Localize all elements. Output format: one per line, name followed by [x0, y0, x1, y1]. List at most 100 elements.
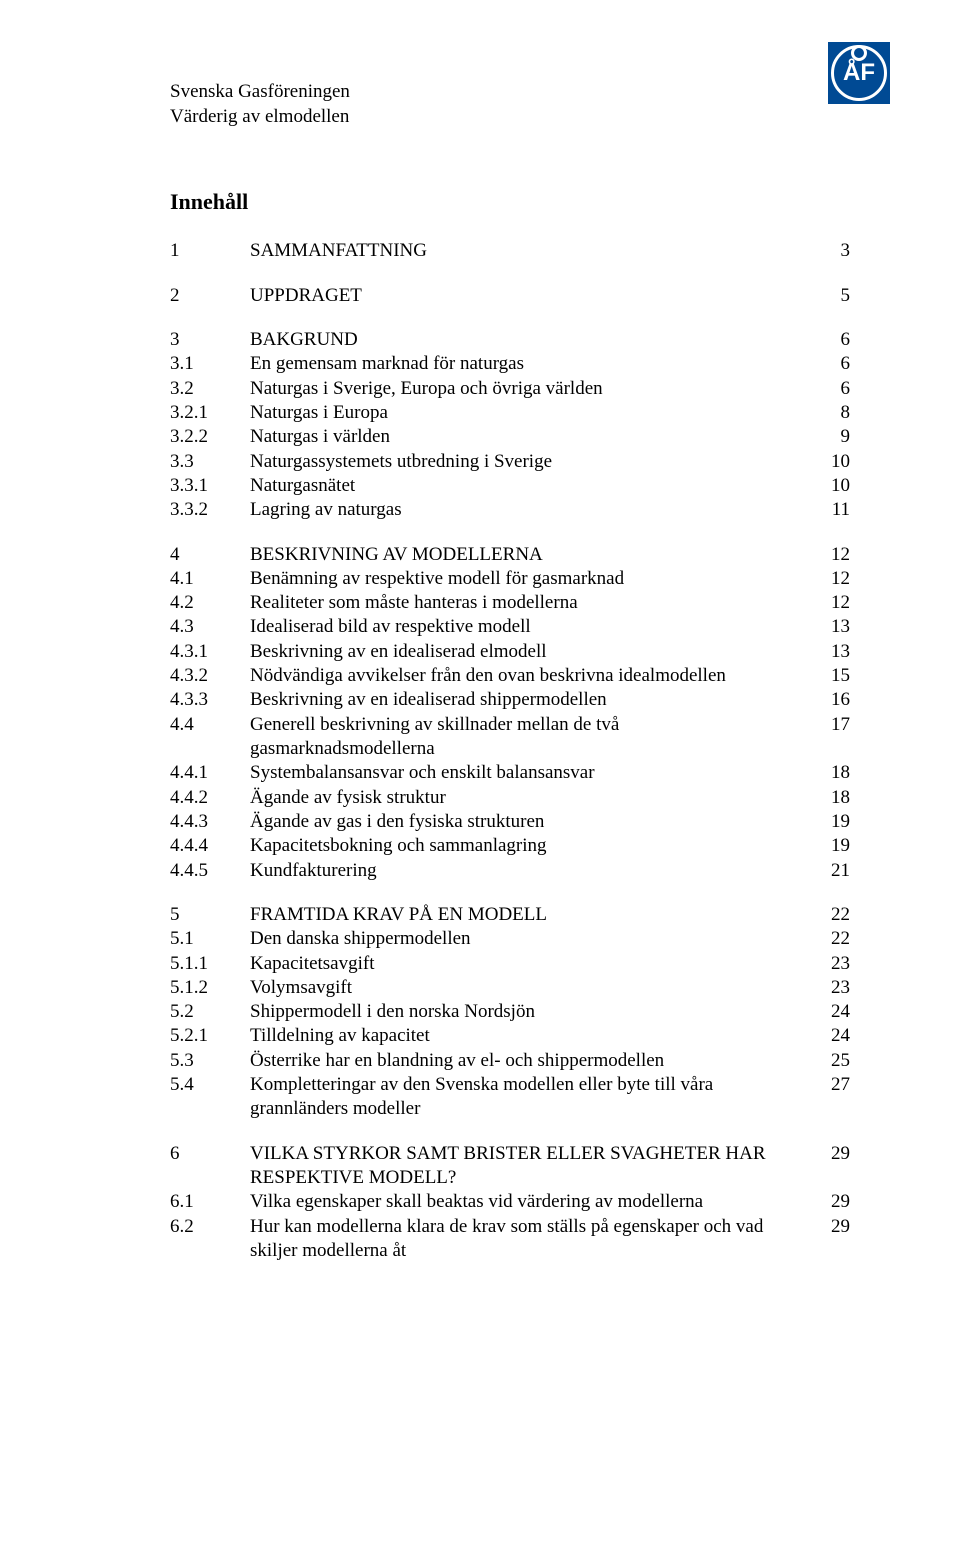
toc-row: 3.2.1Naturgas i Europa8: [170, 401, 850, 425]
toc-row: 5.3Österrike har en blandning av el- och…: [170, 1049, 850, 1073]
toc-page-number: 12: [814, 591, 850, 615]
toc-section-number: 4.4.3: [170, 810, 250, 834]
toc-row: 3.1En gemensam marknad för naturgas6: [170, 352, 850, 376]
toc-row: 4.3.3Beskrivning av en idealiserad shipp…: [170, 688, 850, 712]
toc-section-number: 3: [170, 328, 250, 352]
toc-page-number: 29: [814, 1215, 850, 1264]
toc-spacer: [170, 883, 850, 903]
toc-row: 4.4.2Ägande av fysisk struktur18: [170, 786, 850, 810]
toc-section-label: Hur kan modellerna klara de krav som stä…: [250, 1215, 814, 1264]
toc-section-number: 6.2: [170, 1215, 250, 1264]
toc-section-number: 5.1.1: [170, 952, 250, 976]
toc-section-label: Idealiserad bild av respektive modell: [250, 615, 814, 639]
toc-spacer: [170, 308, 850, 328]
toc-section-label: En gemensam marknad för naturgas: [250, 352, 814, 376]
toc-page-number: 25: [814, 1049, 850, 1073]
toc-section-number: 3.2.1: [170, 401, 250, 425]
toc-page-number: 29: [814, 1190, 850, 1214]
toc-row: 5.2Shippermodell i den norska Nordsjön24: [170, 1000, 850, 1024]
toc-section-label: Kompletteringar av den Svenska modellen …: [250, 1073, 814, 1122]
toc-section-label: Beskrivning av en idealiserad elmodell: [250, 640, 814, 664]
toc-section-label: Kapacitetsbokning och sammanlagring: [250, 834, 814, 858]
header-subtitle: Värderig av elmodellen: [170, 105, 850, 130]
toc-section-number: 3.2.2: [170, 425, 250, 449]
toc-page-number: 22: [814, 927, 850, 951]
toc-page-number: 19: [814, 810, 850, 834]
toc-page-number: 18: [814, 786, 850, 810]
company-logo: ÅF: [828, 42, 890, 104]
toc-section-label: Österrike har en blandning av el- och sh…: [250, 1049, 814, 1073]
toc-section-number: 3.3: [170, 450, 250, 474]
toc-page-number: 10: [814, 474, 850, 498]
toc-section-label: BESKRIVNING AV MODELLERNA: [250, 543, 814, 567]
toc-row: 1SAMMANFATTNING3: [170, 239, 850, 263]
toc-row: 5.1.2Volymsavgift23: [170, 976, 850, 1000]
toc-page-number: 5: [814, 284, 850, 308]
toc-row: 5.4Kompletteringar av den Svenska modell…: [170, 1073, 850, 1122]
toc-page-number: 24: [814, 1000, 850, 1024]
table-of-contents: 1SAMMANFATTNING32UPPDRAGET53BAKGRUND63.1…: [170, 239, 850, 1263]
toc-row: 4.4.5Kundfakturering21: [170, 859, 850, 883]
document-header: Svenska Gasföreningen 1 Värderig av elmo…: [170, 80, 850, 129]
toc-row: 5FRAMTIDA KRAV PÅ EN MODELL22: [170, 903, 850, 927]
toc-section-label: SAMMANFATTNING: [250, 239, 814, 263]
toc-row: 3.3.1Naturgasnätet10: [170, 474, 850, 498]
toc-section-label: Volymsavgift: [250, 976, 814, 1000]
toc-row: 3.2.2Naturgas i världen9: [170, 425, 850, 449]
toc-section-label: Den danska shippermodellen: [250, 927, 814, 951]
toc-section-label: Realiteter som måste hanteras i modeller…: [250, 591, 814, 615]
logo-letters: ÅF: [831, 45, 887, 101]
toc-section-number: 5: [170, 903, 250, 927]
toc-section-number: 6.1: [170, 1190, 250, 1214]
toc-row: 4BESKRIVNING AV MODELLERNA12: [170, 543, 850, 567]
toc-section-number: 1: [170, 239, 250, 263]
toc-spacer: [170, 1122, 850, 1142]
toc-spacer: [170, 264, 850, 284]
toc-section-number: 4.3.3: [170, 688, 250, 712]
toc-row: 4.2Realiteter som måste hanteras i model…: [170, 591, 850, 615]
toc-page-number: 29: [814, 1142, 850, 1191]
toc-page-number: 6: [814, 377, 850, 401]
toc-section-number: 4.4.2: [170, 786, 250, 810]
toc-section-label: Naturgas i Sverige, Europa och övriga vä…: [250, 377, 814, 401]
toc-page-number: 19: [814, 834, 850, 858]
toc-section-label: Systembalansansvar och enskilt balansans…: [250, 761, 814, 785]
toc-row: 5.1Den danska shippermodellen22: [170, 927, 850, 951]
toc-section-label: Naturgas i Europa: [250, 401, 814, 425]
toc-row: 3.2Naturgas i Sverige, Europa och övriga…: [170, 377, 850, 401]
toc-section-label: Tilldelning av kapacitet: [250, 1024, 814, 1048]
toc-section-label: Kundfakturering: [250, 859, 814, 883]
toc-section-label: Generell beskrivning av skillnader mella…: [250, 713, 814, 762]
toc-row: 6.1Vilka egenskaper skall beaktas vid vä…: [170, 1190, 850, 1214]
toc-section-label: Shippermodell i den norska Nordsjön: [250, 1000, 814, 1024]
toc-row: 4.3Idealiserad bild av respektive modell…: [170, 615, 850, 639]
toc-section-number: 4.3.2: [170, 664, 250, 688]
toc-page-number: 11: [814, 498, 850, 522]
toc-section-label: UPPDRAGET: [250, 284, 814, 308]
toc-page-number: 9: [814, 425, 850, 449]
header-title: Svenska Gasföreningen: [170, 80, 350, 105]
toc-section-number: 3.2: [170, 377, 250, 401]
toc-section-label: Lagring av naturgas: [250, 498, 814, 522]
toc-section-number: 3.3.2: [170, 498, 250, 522]
toc-section-number: 4: [170, 543, 250, 567]
toc-section-label: FRAMTIDA KRAV PÅ EN MODELL: [250, 903, 814, 927]
toc-row: 2UPPDRAGET5: [170, 284, 850, 308]
toc-section-number: 5.3: [170, 1049, 250, 1073]
toc-row: 6.2Hur kan modellerna klara de krav som …: [170, 1215, 850, 1264]
toc-page-number: 18: [814, 761, 850, 785]
toc-row: 5.1.1Kapacitetsavgift23: [170, 952, 850, 976]
toc-row: 4.4Generell beskrivning av skillnader me…: [170, 713, 850, 762]
toc-section-number: 2: [170, 284, 250, 308]
toc-row: 4.3.2Nödvändiga avvikelser från den ovan…: [170, 664, 850, 688]
toc-section-number: 4.1: [170, 567, 250, 591]
toc-heading: Innehåll: [170, 189, 850, 215]
toc-page-number: 6: [814, 352, 850, 376]
toc-section-number: 3.3.1: [170, 474, 250, 498]
toc-page-number: 17: [814, 713, 850, 762]
toc-section-number: 4.2: [170, 591, 250, 615]
toc-section-number: 4.3.1: [170, 640, 250, 664]
toc-section-number: 5.1: [170, 927, 250, 951]
toc-section-number: 6: [170, 1142, 250, 1191]
toc-page-number: 24: [814, 1024, 850, 1048]
